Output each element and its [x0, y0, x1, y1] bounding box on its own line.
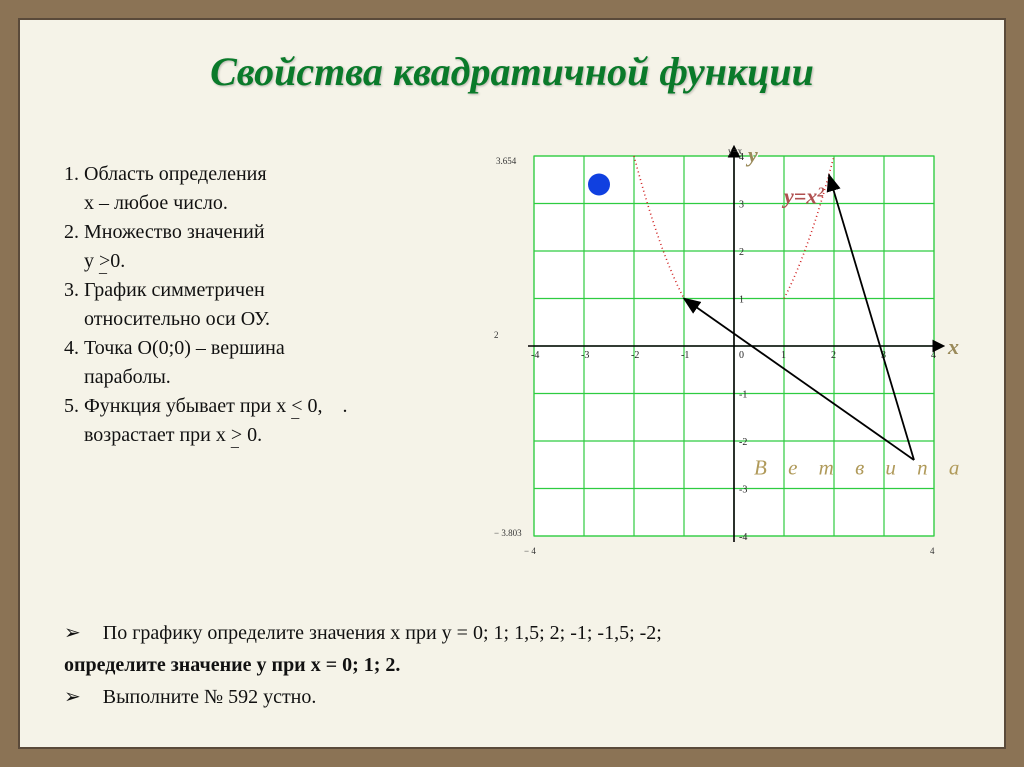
svg-text:4: 4: [930, 546, 935, 556]
content-area: 1. Область определения х – любое число. …: [64, 140, 984, 717]
svg-text:-4: -4: [531, 350, 539, 361]
prop-5a: 5. Функция убывает при х <_ 0, .: [64, 392, 464, 421]
prop-2b-post: 0.: [110, 250, 125, 272]
prop-1a: 1. Область определения: [64, 160, 464, 189]
svg-text:2: 2: [739, 247, 744, 258]
prop-3b: относительно оси ОУ.: [64, 305, 464, 334]
svg-text:-2: -2: [631, 350, 639, 361]
svg-text:0: 0: [739, 350, 744, 361]
svg-text:y=x: y=x: [728, 146, 743, 156]
task-line-3: ➢ Выполните № 592 устно.: [64, 683, 964, 711]
svg-text:4: 4: [931, 350, 936, 361]
properties-list: 1. Область определения х – любое число. …: [64, 160, 464, 450]
svg-text:-3: -3: [581, 350, 589, 361]
chart-svg: -4-3-2-11234-4-3-2-1123403.654− 3.803− 4…: [494, 140, 974, 570]
prop-5b-post: 0.: [242, 424, 262, 446]
svg-text:1: 1: [739, 295, 744, 306]
prop-3a: 3. График симметричен: [64, 276, 464, 305]
prop-1b: х – любое число.: [64, 189, 464, 218]
svg-text:-1: -1: [739, 390, 747, 401]
slide-title: Свойства квадратичной функции: [20, 20, 1004, 95]
prop-5b-pre: возрастает при х: [64, 424, 231, 446]
bullet-icon: ➢: [64, 619, 81, 647]
svg-text:1: 1: [781, 350, 786, 361]
task-line-1: ➢ По графику определите значения х при у …: [64, 619, 964, 647]
svg-text:В е т в и п а р а: В е т в и п а р а: [754, 455, 974, 479]
prop-5a-pre: 5. Функция убывает при х: [64, 395, 291, 417]
prop-5b: возрастает при х >_ 0.: [64, 421, 464, 450]
svg-text:− 4: − 4: [524, 546, 536, 556]
svg-text:х: х: [947, 334, 959, 359]
prop-2b: у >_0.: [64, 247, 464, 276]
svg-text:3.654: 3.654: [496, 156, 517, 166]
task-1-text: По графику определите значения х при у =…: [103, 622, 662, 644]
tasks-block: ➢ По графику определите значения х при у …: [64, 615, 964, 711]
svg-text:2: 2: [831, 350, 836, 361]
svg-text:-2: -2: [739, 437, 747, 448]
svg-text:2: 2: [494, 330, 499, 340]
slide-frame: Свойства квадратичной функции 1. Область…: [18, 18, 1006, 749]
prop-2b-pre: у: [64, 250, 99, 272]
bullet-icon: ➢: [64, 683, 81, 711]
svg-text:− 3.803: − 3.803: [494, 528, 522, 538]
ge-symbol-2: >_: [231, 421, 242, 450]
prop-5a-post: 0, .: [303, 395, 348, 417]
task-line-2: определите значение у при х = 0; 1; 2.: [64, 651, 964, 679]
prop-2a: 2. Множество значений: [64, 218, 464, 247]
prop-4a: 4. Точка О(0;0) – вершина: [64, 334, 464, 363]
svg-text:-1: -1: [681, 350, 689, 361]
task-3-text: Выполните № 592 устно.: [103, 686, 317, 708]
le-symbol: <_: [291, 392, 302, 421]
svg-text:3: 3: [739, 200, 744, 211]
prop-4b: параболы.: [64, 363, 464, 392]
svg-text:-4: -4: [739, 532, 747, 543]
ge-symbol: >_: [99, 247, 110, 276]
task-2-text: определите значение у при х = 0; 1; 2.: [64, 654, 400, 676]
svg-text:-3: -3: [739, 485, 747, 496]
chart: -4-3-2-11234-4-3-2-1123403.654− 3.803− 4…: [494, 140, 974, 570]
